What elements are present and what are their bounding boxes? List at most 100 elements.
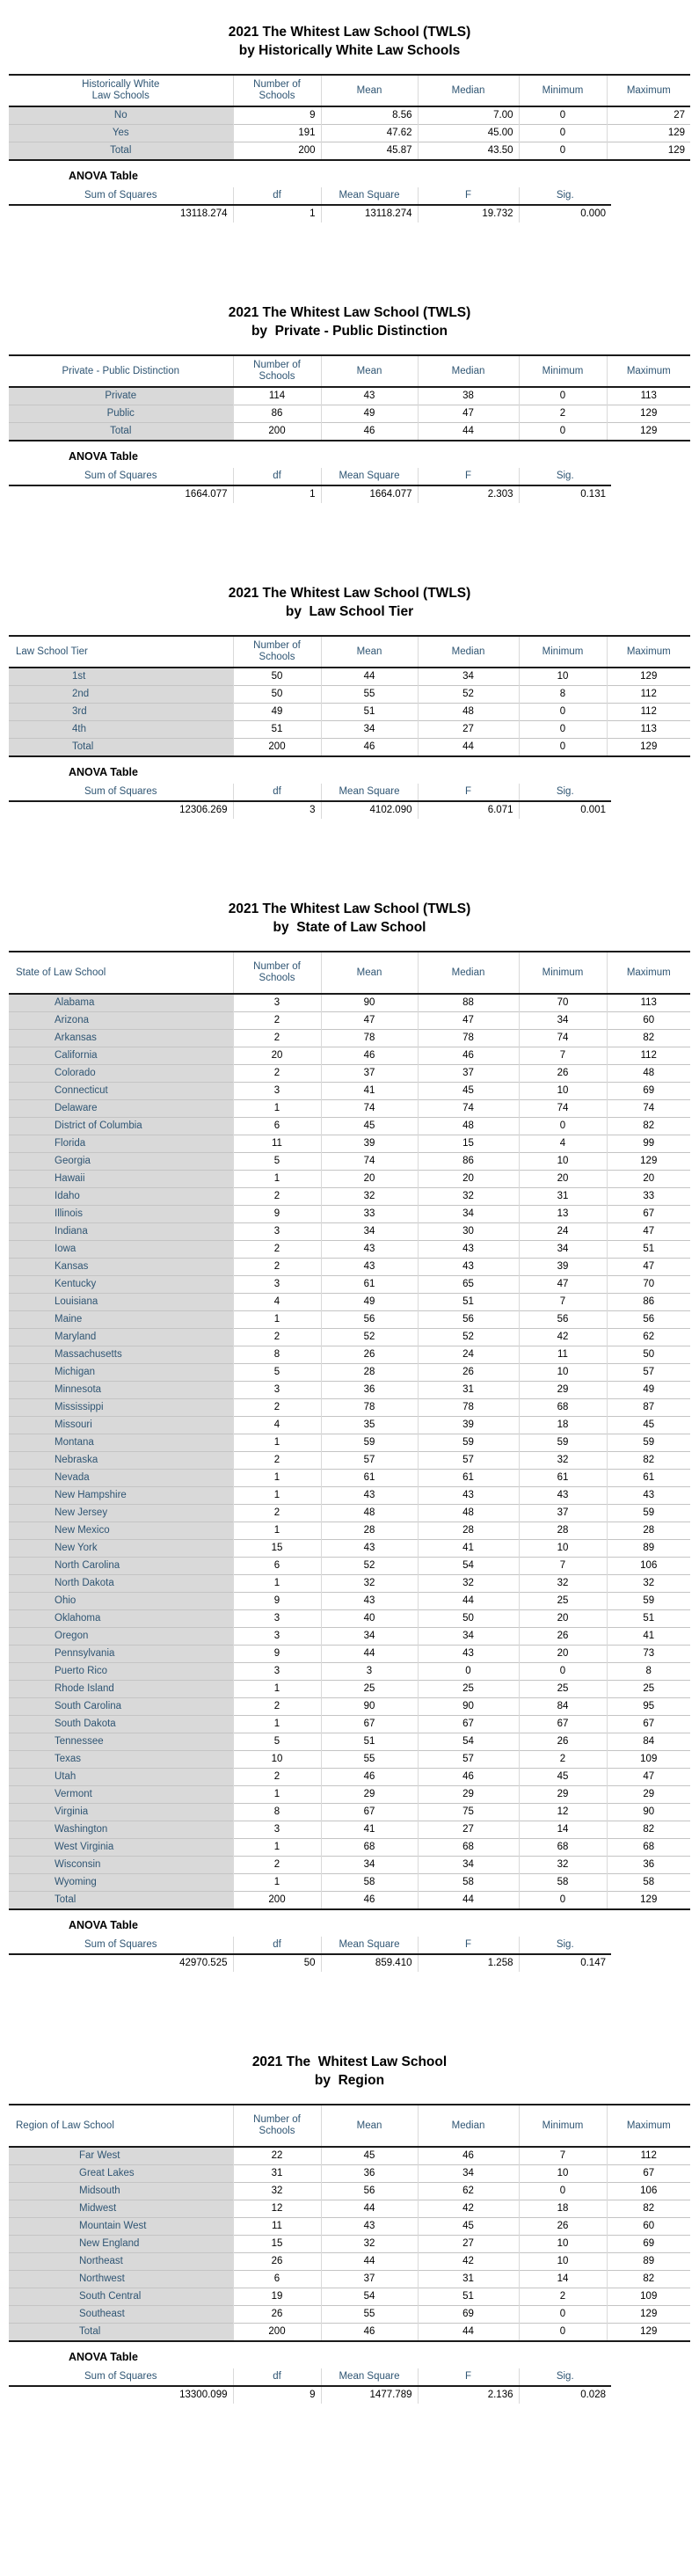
row-label-cell: Total [9,1891,233,1909]
label-column-header: Law School Tier [9,636,233,668]
row-label-cell: Minnesota [9,1381,233,1399]
anova-value-cell: 12306.269 [179,805,228,815]
value-cell: 51 [320,703,418,721]
table-row: Nevada 1 61 61 61 61 [9,1469,690,1487]
value-cell: 5 [232,1152,321,1171]
anova-column-header: F [417,2368,519,2386]
anova-body: 12306.269 3 4102.090 6.071 0.001 [9,801,611,819]
value-cell: 24 [518,1222,607,1241]
value-cell: 34 [320,1856,418,1874]
anova-value-row: 1664.077 1 1664.077 2.303 0.131 [9,485,611,503]
table-row: Maryland 2 52 52 42 62 [9,1328,690,1346]
row-label-cell: Connecticut [9,1082,233,1100]
value-cell: 9 [232,1205,321,1223]
value-cell: 10 [232,1750,321,1769]
value-cell: 52 [320,1328,418,1346]
value-cell: 1 [232,1170,321,1188]
table-row: Total 200 45.87 43.50 0 129 [9,142,690,160]
stats-table-header: State of Law School Number of Schools Mean… [9,952,690,994]
anova-value-cell: 4102.090 [320,801,418,819]
stats-table-body: Far West 22 45 46 7 112 Great Lakes 31 36 34 10 67 M… [9,2147,690,2341]
value-cell: 59 [417,1434,519,1452]
value-cell: 29 [518,1381,607,1399]
column-header: Number of Schools [232,636,321,668]
row-label-cell: Mountain West [9,2217,233,2236]
anova-value-cell: 3 [232,801,321,819]
table-row: Oregon 3 34 34 26 41 [9,1627,690,1646]
row-label-cell: Colorado [9,1064,233,1083]
value-cell: 1 [232,1838,321,1857]
value-cell: 51 [606,1240,690,1259]
section: 2021 The Whitest Law School (TWLS) by Sta… [0,900,699,1972]
anova-value-cell: 6.071 [417,801,519,819]
anova-column-header: F [417,784,519,801]
value-cell: 44 [417,1891,519,1909]
value-cell: 1 [232,1310,321,1329]
value-cell: 106 [606,2182,690,2200]
section-title-line2: by Region [314,2073,385,2088]
value-cell: 129 [606,2305,690,2324]
section-title-line2: by Law School Tier [285,604,414,619]
value-cell: 18 [518,2200,607,2218]
table-row: Rhode Island 1 25 25 25 25 [9,1680,690,1698]
value-cell: 47 [606,1222,690,1241]
value-cell: 46 [320,1047,418,1065]
value-cell: 20 [320,1170,418,1188]
label-header-line: State of Law School [16,967,106,978]
value-cell: 49 [232,703,321,721]
value-cell: 2 [232,1328,321,1346]
value-cell: 67 [320,1715,418,1733]
row-label-cell: Vermont [9,1785,233,1804]
value-cell: 54 [417,1557,519,1575]
value-cell: 43 [417,1486,519,1505]
value-cell: 19 [232,2288,321,2306]
value-cell: 1 [232,1680,321,1698]
table-row: California 20 46 46 7 112 [9,1047,690,1065]
value-cell: 37 [320,1064,418,1083]
anova-header: Sum of Squares df Mean Square F Sig. [9,2368,611,2386]
value-cell: 0 [518,1891,607,1909]
value-cell: 48 [417,1504,519,1522]
value-cell: 27 [417,2235,519,2253]
row-label-cell: New England [9,2235,233,2253]
value-cell: 36 [320,1381,418,1399]
column-header: Median [417,636,519,668]
value-cell: 46 [320,2323,418,2341]
row-label-cell: Maine [9,1310,233,1329]
table-row: Idaho 2 32 32 31 33 [9,1187,690,1206]
value-cell: 50 [232,668,321,686]
table-row: Utah 2 46 46 45 47 [9,1768,690,1786]
value-cell: 29 [417,1785,519,1804]
value-cell: 90 [320,1697,418,1716]
value-cell: 51 [232,720,321,739]
value-cell: 26 [518,1627,607,1646]
value-cell: 45 [320,1117,418,1135]
value-cell: 37 [518,1504,607,1522]
value-cell: 10 [518,668,607,686]
column-header: Minimum [518,952,607,994]
anova-column-header: Sig. [518,1937,611,1954]
anova-column-header: Sum of Squares [84,786,157,797]
value-cell: 9 [232,1592,321,1610]
table-row: Nebraska 2 57 57 32 82 [9,1451,690,1470]
anova-column-header: Sig. [518,468,611,485]
row-label-cell: Great Lakes [9,2164,233,2183]
value-cell: 29 [320,1785,418,1804]
value-cell: 2 [232,1187,321,1206]
value-cell: 74 [518,1029,607,1047]
value-cell: 46 [320,738,418,756]
section-title-line1: 2021 The Whitest Law School (TWLS) [228,25,471,40]
value-cell: 44 [320,2252,418,2271]
value-cell: 7.00 [417,106,519,125]
anova-header-row: Sum of Squares df Mean Square F Sig. [9,2368,611,2386]
table-row: Massachusetts 8 26 24 11 50 [9,1346,690,1364]
value-cell: 68 [518,1398,607,1417]
anova-value-cell: 19.732 [417,205,519,223]
value-cell: 2 [518,1750,607,1769]
value-cell: 42 [417,2200,519,2218]
table-row: 3rd 49 51 48 0 112 [9,703,690,721]
column-header: Minimum [518,75,607,106]
row-label-cell: Missouri [9,1416,233,1434]
value-cell: 0 [417,1662,519,1681]
value-cell: 5 [232,1363,321,1382]
